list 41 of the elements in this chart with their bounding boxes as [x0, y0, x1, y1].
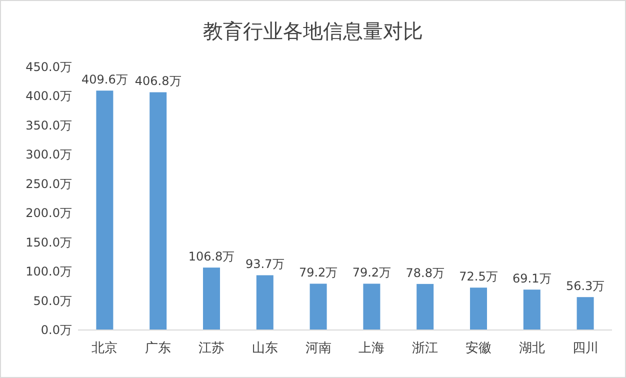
x-tick-label: 安徽 — [466, 340, 492, 356]
x-tick-label: 浙江 — [412, 341, 438, 356]
x-tick-label: 江苏 — [198, 341, 224, 356]
x-tick-label: 山东 — [252, 341, 278, 356]
x-tick-label: 四川 — [572, 341, 598, 356]
data-label: 79.2万 — [298, 266, 338, 280]
chart-title: 教育行业各地信息量对比 — [203, 19, 423, 43]
y-tick-label: 50.0万 — [33, 294, 72, 308]
y-tick-label: 450.0万 — [26, 60, 72, 74]
bar — [576, 297, 594, 330]
bar — [150, 92, 167, 330]
bar — [310, 284, 327, 330]
x-tick-label: 河南 — [305, 341, 332, 356]
bar — [363, 284, 380, 330]
bar — [96, 90, 114, 330]
bar — [256, 275, 274, 330]
data-label: 106.8万 — [188, 250, 235, 264]
y-tick-label: 200.0万 — [26, 206, 72, 220]
bar — [416, 284, 434, 330]
data-label: 406.8万 — [134, 74, 182, 88]
y-tick-label: 350.0万 — [26, 118, 72, 132]
bar — [203, 268, 220, 330]
y-tick-label: 100.0万 — [26, 264, 72, 279]
data-label: 409.6万 — [82, 72, 128, 87]
data-label: 69.1万 — [512, 272, 552, 286]
data-label: 78.8万 — [406, 266, 444, 280]
x-tick-label: 湖北 — [518, 341, 545, 356]
data-label: 56.3万 — [566, 279, 605, 294]
data-label: 72.5万 — [459, 270, 498, 284]
y-tick-label: 250.0万 — [26, 176, 72, 191]
data-label: 79.2万 — [352, 266, 392, 280]
x-tick-label: 上海 — [358, 341, 385, 356]
data-label: 93.7万 — [246, 257, 284, 272]
bar — [470, 288, 487, 330]
x-tick-label: 北京 — [92, 341, 118, 356]
y-tick-label: 0.0万 — [40, 323, 72, 337]
bar — [523, 290, 540, 330]
y-tick-label: 150.0万 — [26, 235, 72, 250]
x-tick-label: 广东 — [145, 341, 172, 356]
y-tick-label: 400.0万 — [26, 89, 72, 104]
y-tick-label: 300.0万 — [26, 148, 72, 162]
